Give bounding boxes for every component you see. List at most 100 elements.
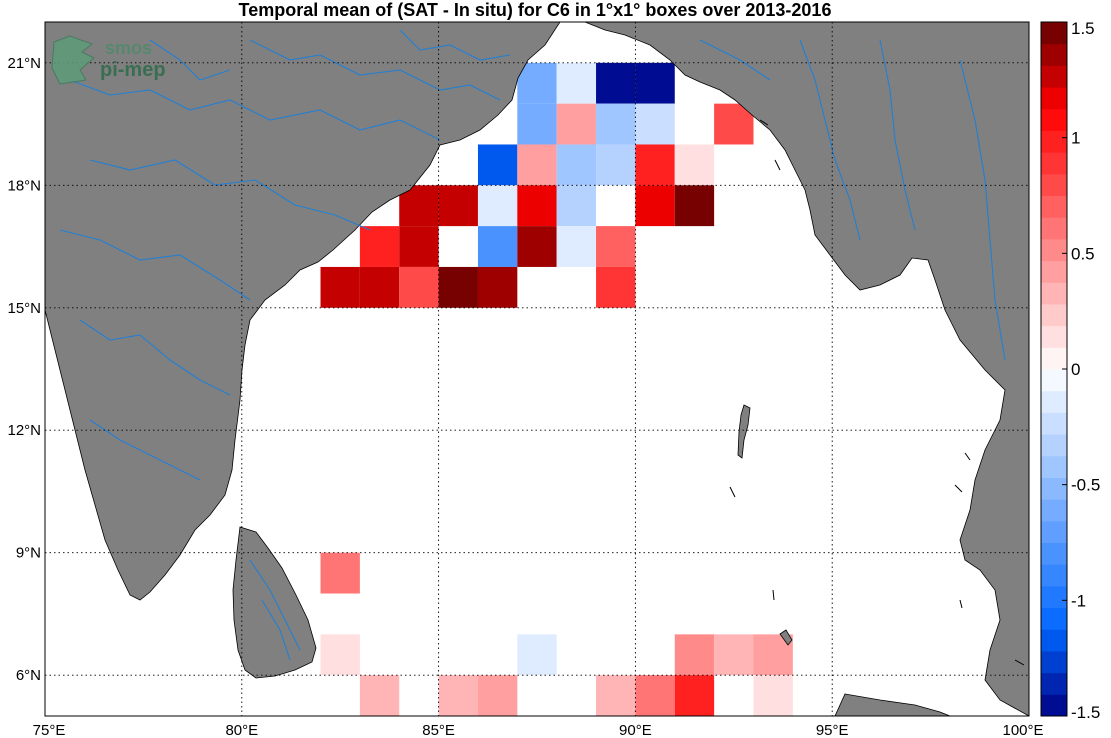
colorbar-segment [1041, 217, 1067, 240]
colorbar-segment [1041, 455, 1067, 478]
sumatra-landmass [834, 693, 951, 716]
colorbar-segment [1041, 477, 1067, 500]
heatmap-cell [477, 675, 518, 716]
colorbar-segment [1041, 195, 1067, 218]
colorbar-segment [1041, 650, 1067, 674]
longitude-label: 80°E [225, 722, 258, 738]
heatmap-cell [517, 103, 557, 145]
heatmap-cell [635, 185, 675, 227]
heatmap-cell [556, 144, 597, 186]
colorbar-segment [1041, 499, 1067, 522]
heatmap-cell [556, 226, 597, 267]
heatmap-cell [674, 185, 715, 227]
map-frame [44, 21, 1030, 717]
colorbar-label: 0.5 [1071, 244, 1095, 263]
heatmap-cell [556, 62, 597, 104]
map-title: Temporal mean of (SAT - In situ) for C6 … [238, 0, 832, 20]
colorbar-label: -1 [1071, 591, 1086, 610]
heatmap-cell [399, 266, 439, 308]
latitude-label: 18°N [7, 177, 41, 194]
colorbar-label: -0.5 [1071, 476, 1100, 495]
colorbar-segment [1041, 694, 1067, 717]
colorbar-segment [1041, 260, 1067, 283]
heatmap-cell [714, 634, 754, 676]
heatmap-cells [320, 62, 793, 716]
heatmap-cell [477, 226, 518, 267]
heatmap-cell [635, 144, 675, 186]
colorbar-segment [1041, 434, 1067, 457]
heatmap-cell [596, 226, 636, 267]
heatmap-cell [596, 62, 636, 104]
colorbar-segment [1041, 43, 1067, 66]
logo-mark [51, 35, 95, 85]
colorbar-segment [1041, 325, 1067, 348]
heatmap-cell [753, 675, 793, 716]
heatmap-cell [399, 226, 439, 267]
heatmap-cell [438, 185, 478, 227]
colorbar-segment [1041, 412, 1067, 435]
heatmap-cell [596, 675, 636, 716]
heatmap-cell [674, 634, 715, 676]
heatmap-cell [596, 103, 636, 145]
heatmap-cell [359, 226, 400, 267]
colorbar-segment [1041, 672, 1067, 695]
andaman-island [737, 404, 751, 459]
colorbar [1040, 21, 1068, 717]
heatmap-cell [477, 185, 518, 227]
myanmar-landmass [584, 22, 1029, 716]
heatmap-cell [320, 266, 360, 308]
heatmap-cell [477, 144, 518, 186]
colorbar-segment [1041, 87, 1067, 110]
heatmap-cell [596, 144, 636, 186]
colorbar-label: 1 [1071, 129, 1080, 148]
colorbar-label: 1.5 [1071, 19, 1095, 38]
heatmap-cell [517, 185, 557, 227]
colorbar-segment [1041, 65, 1067, 88]
smos-pimep-logo: smos pi-mep [51, 35, 166, 85]
colorbar-label: -1.5 [1071, 703, 1100, 722]
heatmap-cell [556, 103, 597, 145]
graticule [45, 22, 1029, 716]
heatmap-cell [517, 226, 557, 267]
longitude-label: 90°E [619, 722, 652, 738]
longitude-labels: 75°E 80°E 85°E 90°E 95°E 100°E [33, 722, 1044, 738]
heatmap-cell [359, 675, 400, 716]
colorbar-segment [1041, 108, 1067, 131]
colorbar-segment [1041, 238, 1067, 262]
latitude-label: 9°N [16, 545, 41, 562]
heatmap-cell [674, 675, 715, 716]
colorbar-segment [1041, 347, 1067, 370]
colorbar-segment [1041, 369, 1067, 392]
heatmap-cell [477, 266, 518, 308]
colorbar-segment [1041, 607, 1067, 630]
heatmap-cell [674, 144, 715, 186]
colorbar-segment [1041, 520, 1067, 543]
heatmap-cell [320, 552, 360, 594]
latitude-label: 12°N [7, 422, 41, 439]
longitude-label: 95°E [816, 722, 849, 738]
colorbar-segment [1041, 22, 1067, 45]
latitude-label: 15°N [7, 300, 41, 317]
colorbar-segment [1041, 282, 1067, 305]
longitude-label: 85°E [422, 722, 455, 738]
colorbar-segment [1041, 390, 1067, 413]
colorbar-segment [1041, 173, 1067, 196]
latitude-label: 6°N [16, 667, 41, 684]
heatmap-cell [359, 266, 400, 308]
logo-text-top: smos [105, 38, 152, 58]
colorbar-segment [1041, 130, 1067, 153]
heatmap-cell [438, 266, 478, 308]
colorbar-segment [1041, 152, 1067, 175]
heatmap-cell [635, 62, 675, 104]
heatmap-cell [320, 634, 360, 676]
india-landmass [45, 22, 561, 601]
rivers [59, 29, 1006, 661]
latitude-label: 21°N [7, 55, 41, 72]
colorbar-tick-labels: 1.5 1 0.5 0 -0.5 -1 -1.5 [1062, 19, 1100, 722]
heatmap-cell [517, 62, 557, 104]
colorbar-label: 0 [1071, 360, 1080, 379]
latitude-labels: 6°N 9°N 12°N 15°N 18°N 21°N [7, 55, 41, 684]
heatmap-cell [517, 144, 557, 186]
